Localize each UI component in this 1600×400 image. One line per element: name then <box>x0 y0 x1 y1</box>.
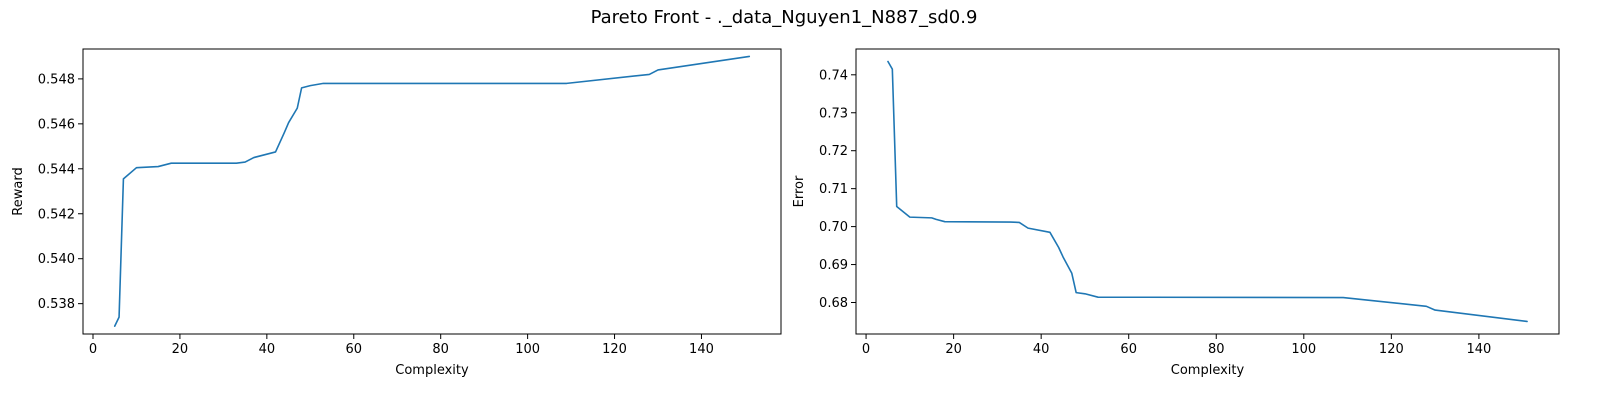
x-axis-label: Complexity <box>395 363 469 378</box>
y-tick-label: 0.71 <box>819 182 848 197</box>
series-line <box>113 55 751 327</box>
series-line <box>887 60 1528 323</box>
y-tick-label: 0.544 <box>38 162 75 177</box>
x-tick-label: 120 <box>602 342 627 357</box>
x-tick-label: 80 <box>432 342 449 357</box>
subplot-2: 0 20 40 60 80 100 120 140 0.68 0.69 0.70 0.71 0.72 0.… <box>792 48 1560 378</box>
x-tick-label: 60 <box>1120 342 1137 357</box>
x-tick-label: 20 <box>172 342 189 357</box>
x-tick-label: 80 <box>1208 342 1225 357</box>
x-tick-label: 20 <box>945 342 962 357</box>
y-tick-label: 0.72 <box>819 144 848 159</box>
x-tick-label: 40 <box>259 342 276 357</box>
axes-frame <box>855 48 1560 335</box>
y-axis-label: Reward <box>11 167 26 215</box>
y-tick-label: 0.542 <box>38 207 75 222</box>
x-tick-label: 120 <box>1379 342 1404 357</box>
x-tick-label: 60 <box>345 342 362 357</box>
subplot-1: 0 20 40 60 80 100 120 140 0.538 0.540 0.542 0.544 0.… <box>11 48 782 378</box>
x-tick-label: 0 <box>862 342 870 357</box>
y-tick-label: 0.548 <box>38 72 75 87</box>
x-tick-label: 140 <box>689 342 714 357</box>
y-tick-label: 0.538 <box>38 297 75 312</box>
x-tick-label: 100 <box>515 342 540 357</box>
y-tick-label: 0.73 <box>819 106 848 121</box>
y-axis-label: Error <box>792 175 807 207</box>
y-tick-label: 0.540 <box>38 252 75 267</box>
axes-frame <box>82 48 782 335</box>
y-tick-label: 0.69 <box>819 258 848 273</box>
x-tick-label: 40 <box>1033 342 1050 357</box>
y-tick-label: 0.546 <box>38 117 75 132</box>
y-tick-label: 0.70 <box>819 220 848 235</box>
y-tick-label: 0.74 <box>819 68 848 83</box>
x-tick-label: 100 <box>1291 342 1316 357</box>
figure-title: Pareto Front - ._data_Nguyen1_N887_sd0.9 <box>591 7 978 28</box>
x-axis-label: Complexity <box>1171 363 1245 378</box>
y-tick-label: 0.68 <box>819 296 848 311</box>
x-tick-label: 140 <box>1466 342 1491 357</box>
x-tick-label: 0 <box>89 342 97 357</box>
